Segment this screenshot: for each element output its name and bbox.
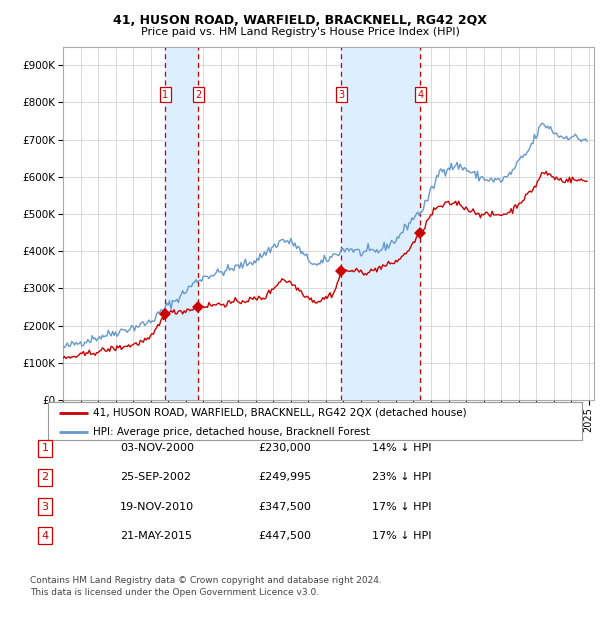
Text: 4: 4 — [417, 90, 424, 100]
Text: 03-NOV-2000: 03-NOV-2000 — [120, 443, 194, 453]
Text: 25-SEP-2002: 25-SEP-2002 — [120, 472, 191, 482]
Text: 17% ↓ HPI: 17% ↓ HPI — [372, 531, 431, 541]
Text: This data is licensed under the Open Government Licence v3.0.: This data is licensed under the Open Gov… — [30, 588, 319, 597]
Text: £230,000: £230,000 — [258, 443, 311, 453]
Text: 3: 3 — [338, 90, 344, 100]
Text: 19-NOV-2010: 19-NOV-2010 — [120, 502, 194, 512]
Text: 3: 3 — [41, 502, 49, 512]
Text: 1: 1 — [41, 443, 49, 453]
Bar — [165, 46, 199, 400]
Text: £249,995: £249,995 — [258, 472, 311, 482]
Text: Contains HM Land Registry data © Crown copyright and database right 2024.: Contains HM Land Registry data © Crown c… — [30, 576, 382, 585]
Text: £447,500: £447,500 — [258, 531, 311, 541]
Text: 23% ↓ HPI: 23% ↓ HPI — [372, 472, 431, 482]
Text: Price paid vs. HM Land Registry's House Price Index (HPI): Price paid vs. HM Land Registry's House … — [140, 27, 460, 37]
Text: HPI: Average price, detached house, Bracknell Forest: HPI: Average price, detached house, Brac… — [94, 427, 370, 436]
Text: 17% ↓ HPI: 17% ↓ HPI — [372, 502, 431, 512]
Text: 41, HUSON ROAD, WARFIELD, BRACKNELL, RG42 2QX: 41, HUSON ROAD, WARFIELD, BRACKNELL, RG4… — [113, 14, 487, 27]
Text: 2: 2 — [196, 90, 202, 100]
Text: 4: 4 — [41, 531, 49, 541]
Text: 14% ↓ HPI: 14% ↓ HPI — [372, 443, 431, 453]
Text: £347,500: £347,500 — [258, 502, 311, 512]
Bar — [341, 46, 420, 400]
Text: 21-MAY-2015: 21-MAY-2015 — [120, 531, 192, 541]
Text: 41, HUSON ROAD, WARFIELD, BRACKNELL, RG42 2QX (detached house): 41, HUSON ROAD, WARFIELD, BRACKNELL, RG4… — [94, 407, 467, 417]
Text: 1: 1 — [162, 90, 169, 100]
Text: 2: 2 — [41, 472, 49, 482]
